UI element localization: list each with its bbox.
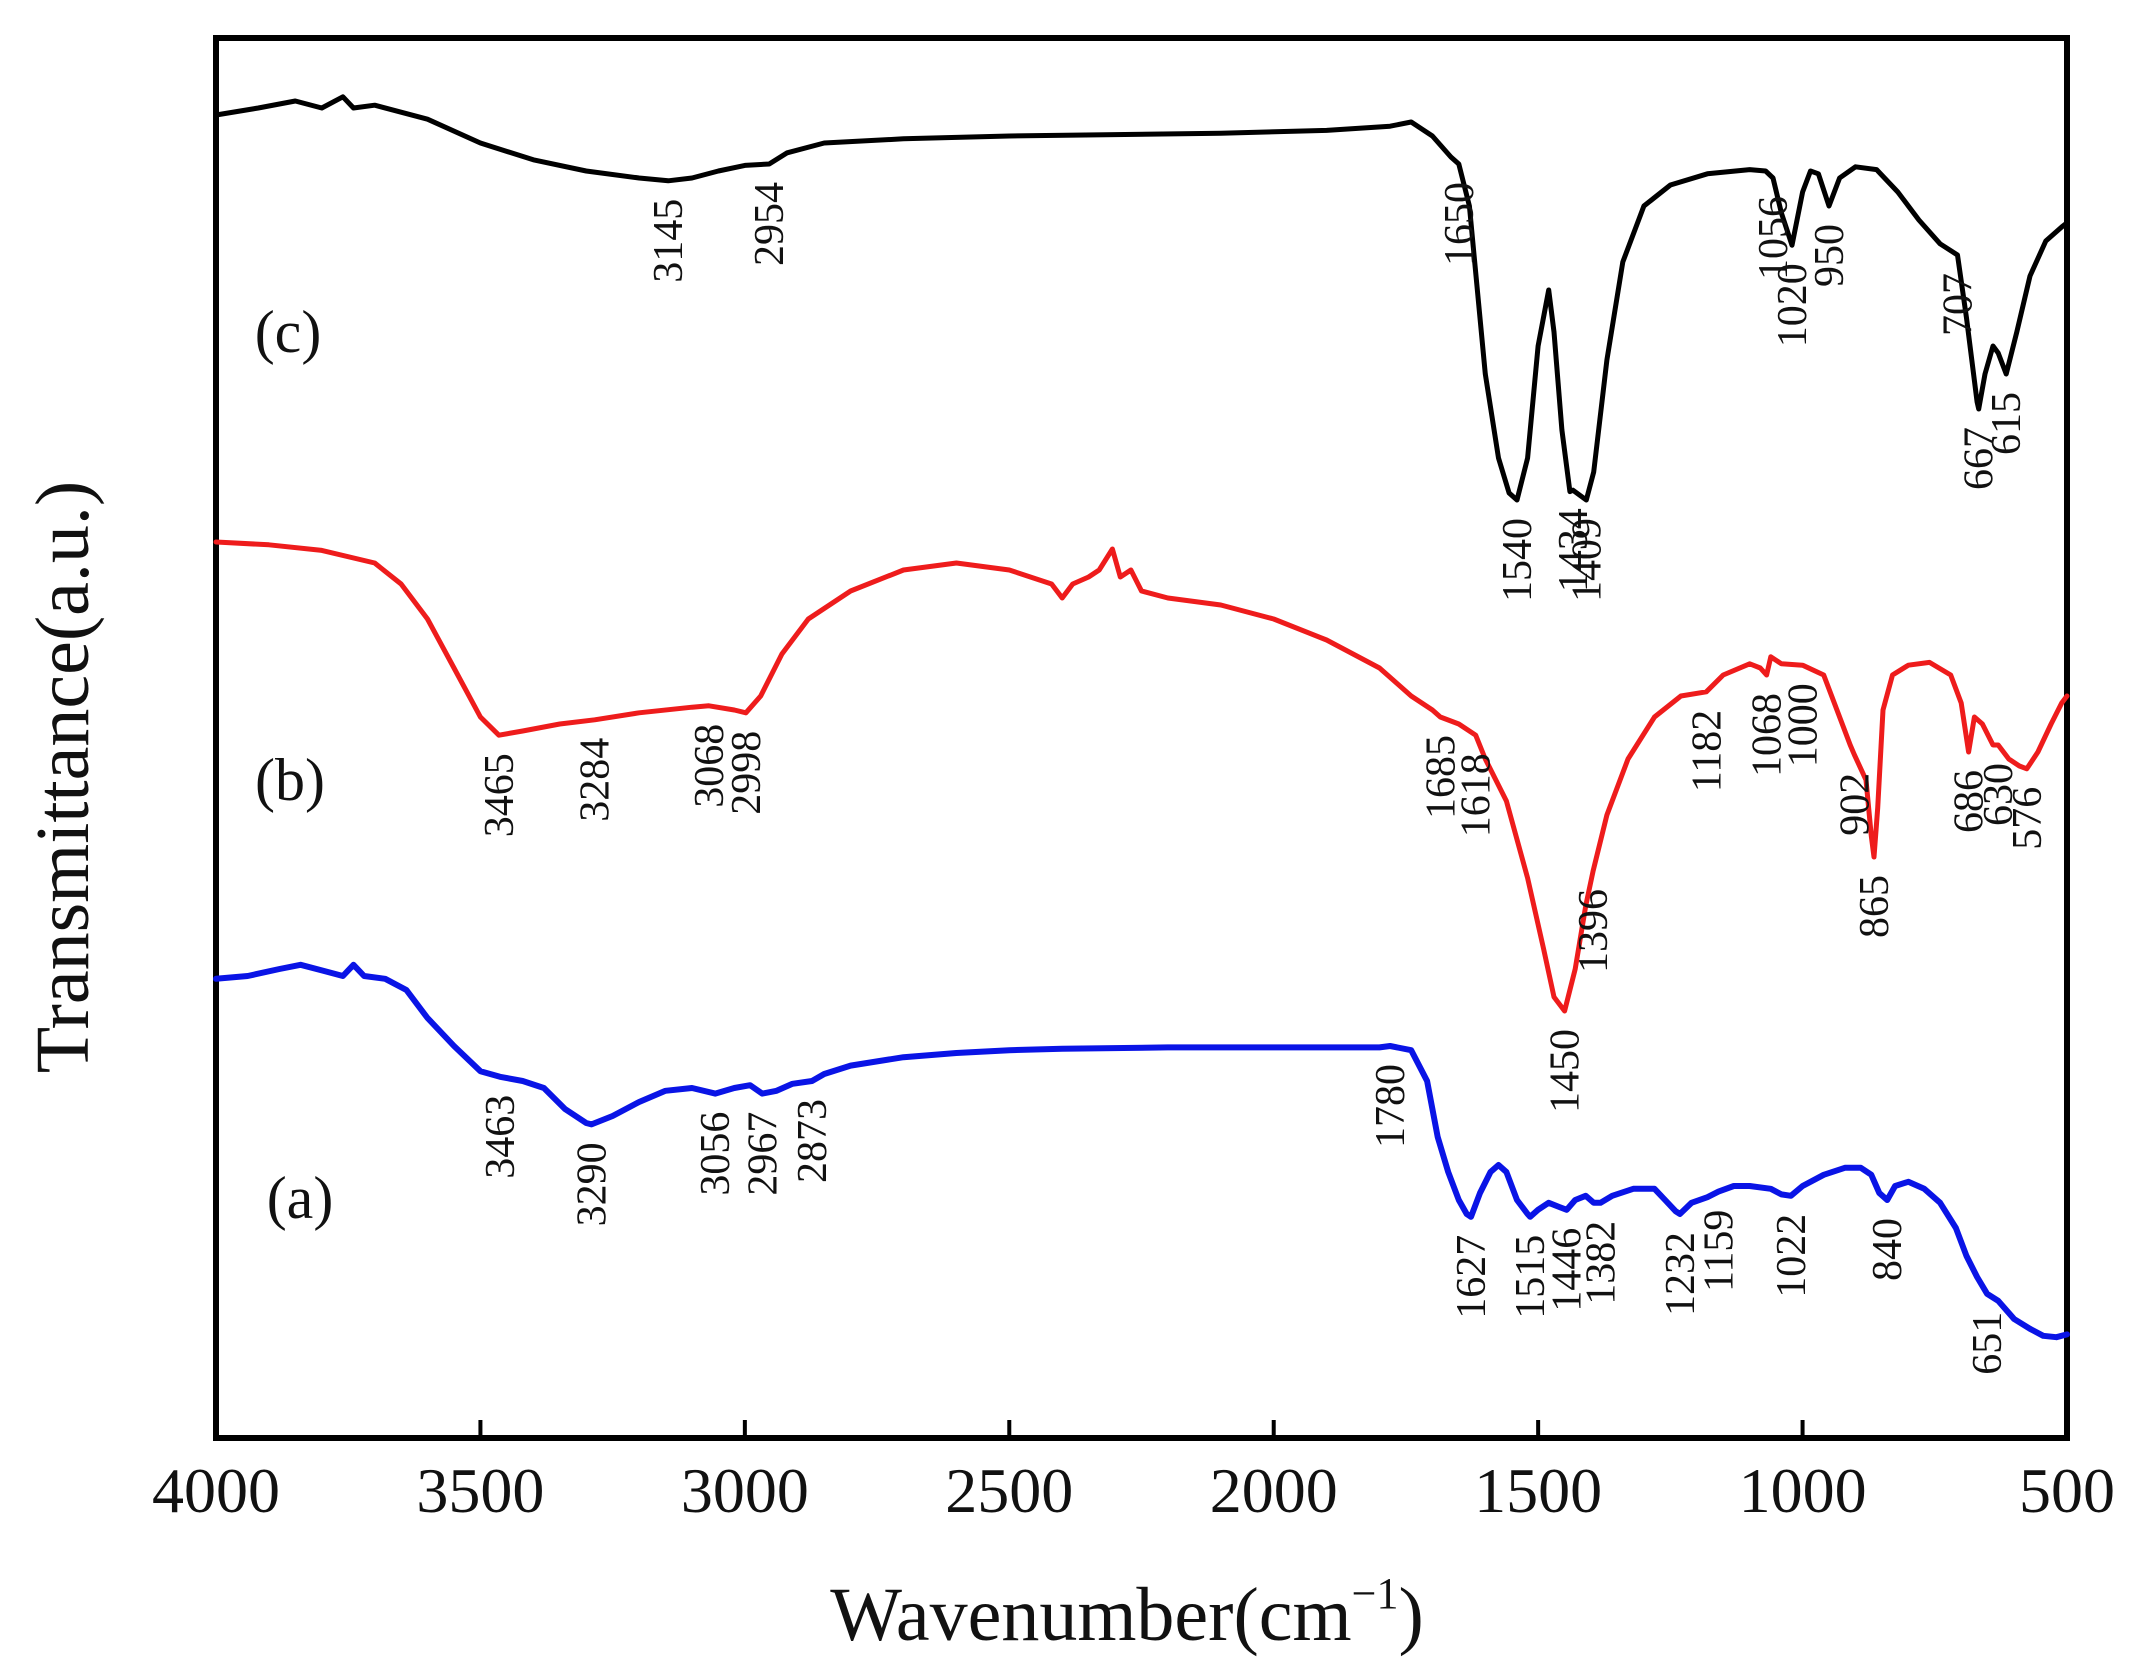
peak-label-b: 686 — [1947, 770, 1993, 833]
peak-label-b: 3465 — [477, 753, 523, 837]
peak-label-a: 651 — [1965, 1312, 2011, 1375]
peak-label-a: 1515 — [1508, 1235, 1554, 1319]
x-tick-label: 3500 — [416, 1455, 544, 1526]
series-layer — [213, 94, 2070, 1341]
series-label-a: (a) — [267, 1165, 334, 1231]
peak-label-a: 3056 — [693, 1112, 739, 1196]
x-tick-label: 4000 — [152, 1455, 280, 1526]
peak-label-b: 3068 — [687, 724, 733, 808]
peak-label-c: 707 — [1936, 273, 1982, 336]
y-axis-title: Transmittance(a.u.) — [21, 481, 105, 1073]
peak-label-c: 667 — [1957, 427, 2003, 490]
peak-label-a: 2873 — [790, 1099, 836, 1183]
peak-label-c: 615 — [1984, 392, 2030, 455]
peak-label-c: 1020 — [1770, 263, 1816, 347]
x-tick-label: 2500 — [945, 1455, 1073, 1526]
x-axis-title-superscript: −1 — [1352, 1569, 1399, 1618]
series-line-b — [213, 539, 2070, 1014]
peak-label-b: 1685 — [1418, 735, 1464, 819]
x-axis-ticks — [214, 1420, 2069, 1438]
series-label-c: (c) — [255, 299, 322, 365]
peak-label-b: 1182 — [1684, 710, 1730, 792]
peak-label-c: 3145 — [646, 199, 692, 283]
x-axis-title-close: ) — [1398, 1573, 1423, 1657]
peak-label-b: 630 — [1976, 763, 2022, 826]
peak-label-a: 3463 — [478, 1095, 524, 1179]
peak-label-a: 1159 — [1697, 1210, 1743, 1292]
peak-label-a: 1022 — [1769, 1214, 1815, 1298]
peak-label-b: 3284 — [573, 738, 619, 822]
peak-label-b: 902 — [1832, 773, 1878, 836]
series-labels: (c) (b) (a) — [255, 299, 334, 1231]
peak-label-b: 865 — [1852, 875, 1898, 938]
peak-label-b: 1396 — [1571, 889, 1617, 973]
peak-label-a: 1382 — [1579, 1221, 1625, 1305]
x-tick-label: 1500 — [1474, 1455, 1602, 1526]
peak-label-b: 1450 — [1543, 1029, 1589, 1113]
peak-label-a: 3290 — [570, 1142, 616, 1226]
peak-label-c: 950 — [1807, 224, 1853, 287]
peak-label-b: 1618 — [1454, 753, 1500, 837]
series-line-c — [213, 94, 2070, 503]
peak-label-c: 1056 — [1751, 196, 1797, 280]
x-tick-label: 2000 — [1210, 1455, 1338, 1526]
peak-label-c: 1434 — [1551, 508, 1597, 592]
peak-label-c: 1409 — [1564, 518, 1610, 602]
x-axis-tick-labels: 4000 3500 3000 2500 2000 1500 1000 500 — [152, 1455, 2115, 1526]
x-tick-label: 1000 — [1739, 1455, 1867, 1526]
peak-label-a: 840 — [1865, 1218, 1911, 1281]
peak-label-b: 1068 — [1745, 693, 1791, 777]
x-tick-label: 3000 — [681, 1455, 809, 1526]
series-label-b: (b) — [255, 747, 325, 813]
peak-label-a: 1627 — [1449, 1235, 1495, 1319]
peak-label-a: 1232 — [1658, 1232, 1704, 1316]
x-axis-title-main: Wavenumber(cm — [830, 1573, 1351, 1657]
plot-frame — [213, 35, 2070, 1441]
peak-label-c: 1650 — [1437, 182, 1483, 266]
peak-label-b: 576 — [2005, 787, 2051, 850]
peak-label-b: 1000 — [1781, 683, 1827, 767]
series-line-a — [213, 961, 2070, 1341]
peak-label-c: 1540 — [1495, 518, 1541, 602]
peak-label-a: 2967 — [740, 1112, 786, 1196]
peak-label-a: 1446 — [1545, 1228, 1591, 1312]
peak-label-c: 2954 — [747, 182, 793, 266]
peak-label-b: 2998 — [724, 731, 770, 815]
x-axis-title: Wavenumber(cm−1) — [830, 1569, 1424, 1657]
peak-label-a: 1780 — [1368, 1064, 1414, 1148]
x-tick-label: 500 — [2019, 1455, 2115, 1526]
